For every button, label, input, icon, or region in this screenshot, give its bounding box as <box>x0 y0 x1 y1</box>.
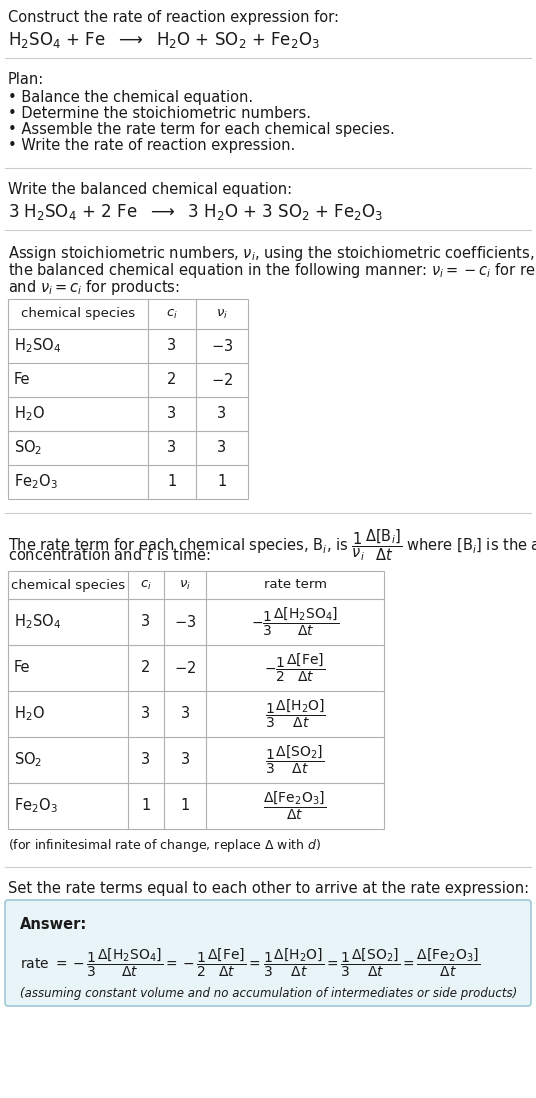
Text: 1: 1 <box>218 474 227 490</box>
Text: 3: 3 <box>218 406 227 422</box>
Text: • Assemble the rate term for each chemical species.: • Assemble the rate term for each chemic… <box>8 122 394 137</box>
Text: SO$_2$: SO$_2$ <box>14 438 42 458</box>
Text: $c_i$: $c_i$ <box>166 307 178 321</box>
Text: rate $= -\dfrac{1}{3}\dfrac{\Delta[\mathrm{H_2SO_4}]}{\Delta t} = -\dfrac{1}{2}\: rate $= -\dfrac{1}{3}\dfrac{\Delta[\math… <box>20 946 480 979</box>
Text: H$_2$SO$_4$ + Fe  $\longrightarrow$  H$_2$O + SO$_2$ + Fe$_2$O$_3$: H$_2$SO$_4$ + Fe $\longrightarrow$ H$_2$… <box>8 30 320 51</box>
Text: $\nu_i$: $\nu_i$ <box>216 307 228 321</box>
Text: 3: 3 <box>181 706 190 721</box>
Bar <box>8 299 248 498</box>
Text: $-3$: $-3$ <box>211 338 233 354</box>
Text: 3: 3 <box>142 615 151 629</box>
Text: Fe: Fe <box>14 661 31 675</box>
Text: SO$_2$: SO$_2$ <box>14 751 42 770</box>
Text: $\dfrac{\Delta[\mathrm{Fe_2O_3}]}{\Delta t}$: $\dfrac{\Delta[\mathrm{Fe_2O_3}]}{\Delta… <box>263 789 326 822</box>
Text: rate term: rate term <box>264 579 326 592</box>
Text: (assuming constant volume and no accumulation of intermediates or side products): (assuming constant volume and no accumul… <box>20 987 517 1000</box>
Text: • Balance the chemical equation.: • Balance the chemical equation. <box>8 90 253 105</box>
Text: Answer:: Answer: <box>20 917 87 932</box>
Text: $\dfrac{1}{3}\dfrac{\Delta[\mathrm{H_2O}]}{\Delta t}$: $\dfrac{1}{3}\dfrac{\Delta[\mathrm{H_2O}… <box>265 698 325 730</box>
Text: H$_2$SO$_4$: H$_2$SO$_4$ <box>14 613 61 631</box>
Text: $-2$: $-2$ <box>211 372 233 388</box>
Text: Set the rate terms equal to each other to arrive at the rate expression:: Set the rate terms equal to each other t… <box>8 881 529 896</box>
Text: Assign stoichiometric numbers, $\nu_i$, using the stoichiometric coefficients, $: Assign stoichiometric numbers, $\nu_i$, … <box>8 244 536 264</box>
Text: 3: 3 <box>167 440 176 456</box>
Text: • Determine the stoichiometric numbers.: • Determine the stoichiometric numbers. <box>8 107 311 121</box>
Text: concentration and $t$ is time:: concentration and $t$ is time: <box>8 547 211 563</box>
Text: $-\dfrac{1}{3}\dfrac{\Delta[\mathrm{H_2SO_4}]}{\Delta t}$: $-\dfrac{1}{3}\dfrac{\Delta[\mathrm{H_2S… <box>251 606 339 638</box>
Text: 2: 2 <box>167 372 177 388</box>
Bar <box>8 571 384 829</box>
Text: the balanced chemical equation in the following manner: $\nu_i = -c_i$ for react: the balanced chemical equation in the fo… <box>8 261 536 280</box>
Text: Fe$_2$O$_3$: Fe$_2$O$_3$ <box>14 472 58 491</box>
FancyBboxPatch shape <box>5 900 531 1006</box>
Text: $\dfrac{1}{3}\dfrac{\Delta[\mathrm{SO_2}]}{\Delta t}$: $\dfrac{1}{3}\dfrac{\Delta[\mathrm{SO_2}… <box>265 743 325 776</box>
Text: Fe: Fe <box>14 372 31 388</box>
Text: 3: 3 <box>218 440 227 456</box>
Text: $c_i$: $c_i$ <box>140 579 152 592</box>
Text: H$_2$O: H$_2$O <box>14 705 45 724</box>
Text: $-\dfrac{1}{2}\dfrac{\Delta[\mathrm{Fe}]}{\Delta t}$: $-\dfrac{1}{2}\dfrac{\Delta[\mathrm{Fe}]… <box>264 652 325 684</box>
Text: 1: 1 <box>181 798 190 814</box>
Text: 3: 3 <box>142 706 151 721</box>
Text: The rate term for each chemical species, B$_i$, is $\dfrac{1}{\nu_i}\dfrac{\Delt: The rate term for each chemical species,… <box>8 527 536 562</box>
Text: • Write the rate of reaction expression.: • Write the rate of reaction expression. <box>8 138 295 153</box>
Text: 3: 3 <box>142 752 151 768</box>
Text: (for infinitesimal rate of change, replace Δ with $d$): (for infinitesimal rate of change, repla… <box>8 837 321 854</box>
Text: chemical species: chemical species <box>21 307 135 321</box>
Text: 3: 3 <box>167 338 176 354</box>
Text: 3 H$_2$SO$_4$ + 2 Fe  $\longrightarrow$  3 H$_2$O + 3 SO$_2$ + Fe$_2$O$_3$: 3 H$_2$SO$_4$ + 2 Fe $\longrightarrow$ 3… <box>8 202 383 222</box>
Text: chemical species: chemical species <box>11 579 125 592</box>
Text: Write the balanced chemical equation:: Write the balanced chemical equation: <box>8 182 292 197</box>
Text: $\nu_i$: $\nu_i$ <box>179 579 191 592</box>
Text: H$_2$O: H$_2$O <box>14 405 45 424</box>
Text: 1: 1 <box>142 798 151 814</box>
Text: 3: 3 <box>181 752 190 768</box>
Text: 1: 1 <box>167 474 177 490</box>
Text: 2: 2 <box>142 661 151 675</box>
Text: H$_2$SO$_4$: H$_2$SO$_4$ <box>14 337 61 356</box>
Text: Fe$_2$O$_3$: Fe$_2$O$_3$ <box>14 797 58 816</box>
Text: Construct the rate of reaction expression for:: Construct the rate of reaction expressio… <box>8 10 339 25</box>
Text: and $\nu_i = c_i$ for products:: and $\nu_i = c_i$ for products: <box>8 278 180 296</box>
Text: $-2$: $-2$ <box>174 660 196 676</box>
Text: 3: 3 <box>167 406 176 422</box>
Text: Plan:: Plan: <box>8 72 44 87</box>
Text: $-3$: $-3$ <box>174 614 196 630</box>
